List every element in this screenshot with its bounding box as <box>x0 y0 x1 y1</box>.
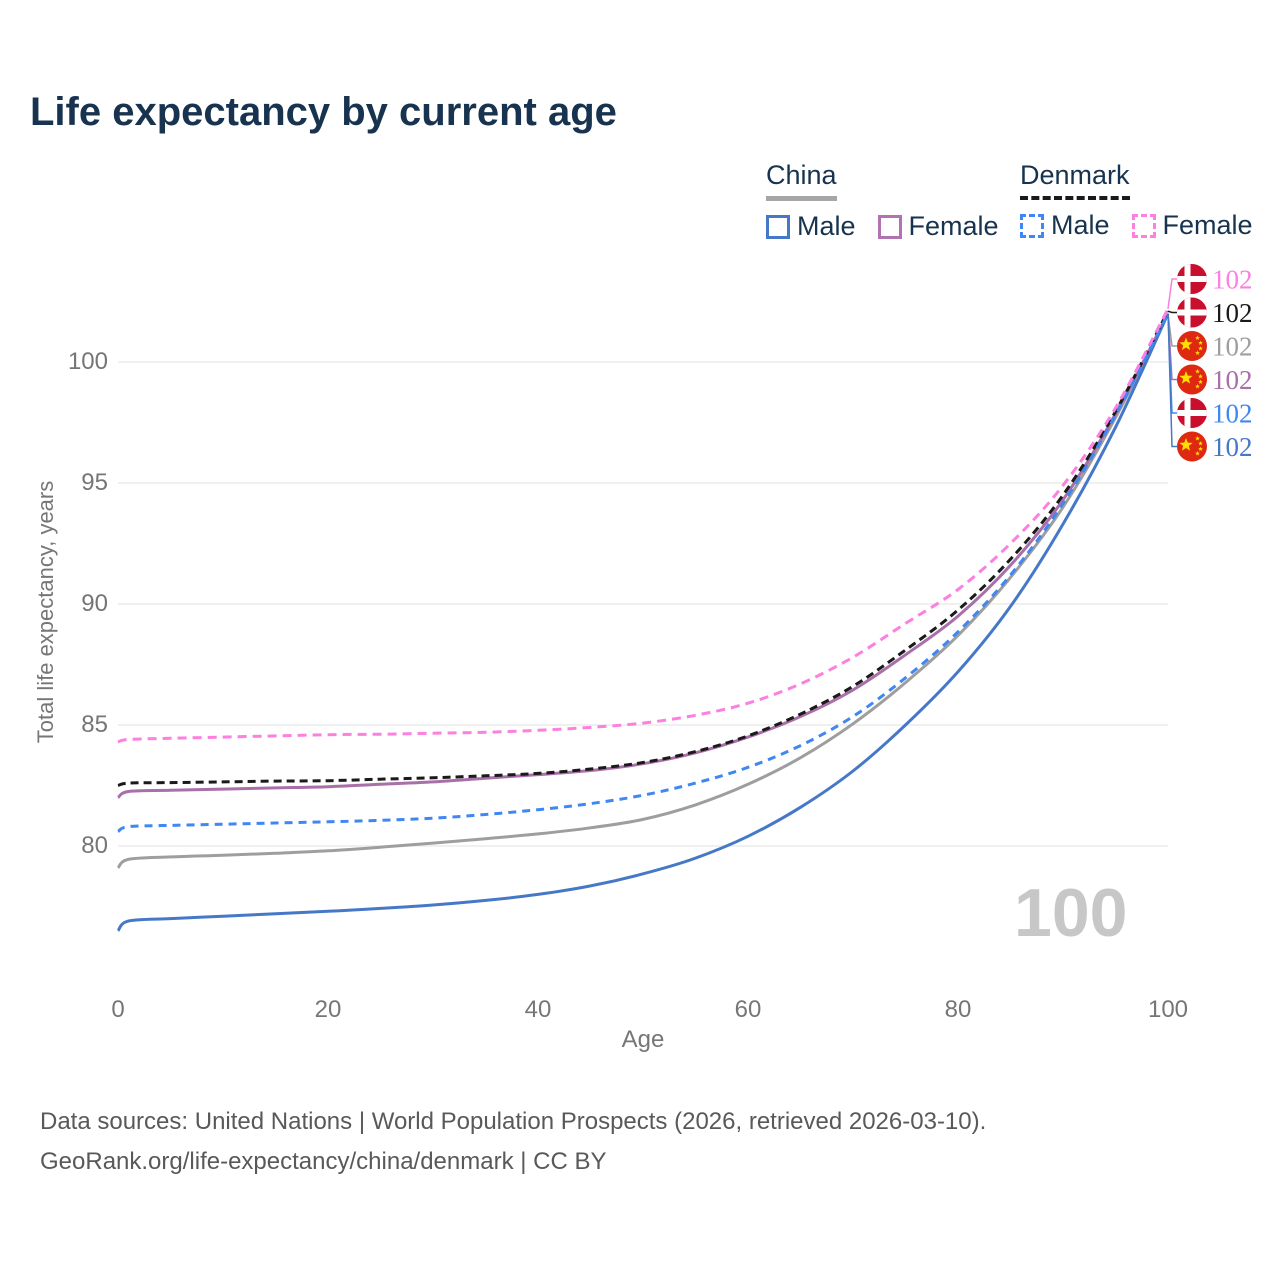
legend-item-denmark-male[interactable]: Male <box>1020 210 1110 241</box>
denmark-flag-icon <box>1177 398 1207 428</box>
series-line-denmark-female[interactable] <box>117 308 1170 744</box>
legend-group-denmark: Denmark Male Female <box>1020 160 1253 241</box>
series-line-china[interactable] <box>116 312 1170 869</box>
legend-item-denmark-female[interactable]: Female <box>1131 210 1253 241</box>
chart-title: Life expectancy by current age <box>30 90 617 134</box>
series-line-denmark[interactable] <box>117 310 1170 787</box>
end-label-denmark-female: 102 <box>1212 265 1253 295</box>
legend-item-label: Female <box>1162 210 1253 240</box>
legend-item-china-male[interactable]: Male <box>766 211 856 242</box>
x-tick-label: 80 <box>944 996 972 1023</box>
y-tick-label: 100 <box>67 348 108 375</box>
end-label-denmark-male: 102 <box>1212 399 1253 429</box>
china-flag-icon <box>1177 431 1207 462</box>
legend-item-label: Male <box>1051 210 1110 240</box>
series-line-china-male[interactable] <box>116 312 1170 932</box>
denmark-female-swatch-icon <box>1131 213 1156 238</box>
y-tick-label: 80 <box>81 832 108 859</box>
china-flag-icon <box>1177 364 1207 395</box>
end-label-china-male: 102 <box>1212 432 1253 462</box>
y-tick-label: 90 <box>81 590 108 617</box>
china-flag-icon <box>1177 331 1207 361</box>
footer-source-line-1: Data sources: United Nations | World Pop… <box>40 1108 987 1135</box>
y-tick-label: 85 <box>81 711 108 738</box>
footer-source-line-2: GeoRank.org/life-expectancy/china/denmar… <box>40 1148 607 1175</box>
denmark-male-swatch-icon <box>1020 213 1044 238</box>
china-female-swatch-icon <box>877 214 902 239</box>
end-label-denmark: 102 <box>1212 298 1253 328</box>
china-male-swatch-icon <box>766 214 790 239</box>
age-watermark: 100 <box>1014 875 1128 951</box>
legend-item-label: Female <box>908 211 999 241</box>
end-label-connector <box>1167 313 1177 448</box>
x-tick-label: 60 <box>734 996 762 1023</box>
end-label-china: 102 <box>1212 332 1253 362</box>
denmark-flag-icon <box>1177 297 1207 328</box>
x-axis-title: Age <box>621 1026 665 1053</box>
legend-row-china: Male Female <box>766 211 999 242</box>
y-tick-label: 95 <box>81 469 108 496</box>
legend-item-china-female[interactable]: Female <box>877 211 999 242</box>
x-tick-label: 20 <box>314 996 342 1023</box>
end-label-china-female: 102 <box>1212 365 1253 395</box>
legend-row-denmark: Male Female <box>1020 210 1253 241</box>
x-tick-label: 40 <box>524 996 552 1023</box>
legend-group-china: China Male Female <box>766 160 999 242</box>
denmark-flag-icon <box>1177 264 1207 294</box>
x-tick-label: 100 <box>1147 996 1189 1023</box>
end-label-connector <box>1167 278 1177 309</box>
legend-heading-china[interactable]: China <box>766 160 837 201</box>
x-tick-label: 0 <box>111 996 125 1023</box>
series-line-denmark-male[interactable] <box>117 312 1170 833</box>
y-axis-title: Total life expectancy, years <box>33 480 58 744</box>
legend-item-label: Male <box>797 211 856 241</box>
end-label-connector <box>1167 310 1177 314</box>
legend-heading-denmark[interactable]: Denmark <box>1020 160 1130 200</box>
